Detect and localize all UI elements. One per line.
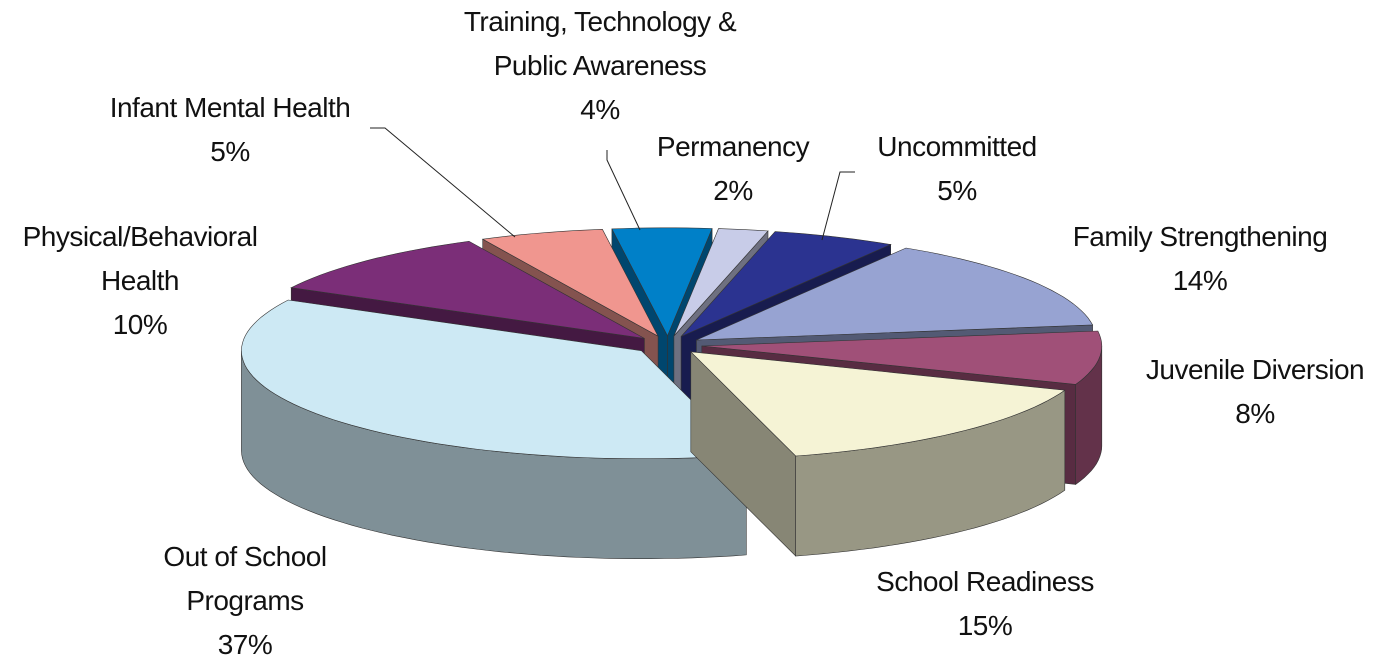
value-label: 37%	[217, 629, 273, 655]
slice-label: School Readiness 15%	[835, 560, 1135, 648]
leader-line	[370, 127, 516, 238]
slice-top	[481, 228, 659, 337]
slice-label: Infant Mental Health 5%	[65, 86, 395, 174]
slice-top	[241, 299, 747, 459]
category-label: Physical/Behavioral Health	[22, 221, 258, 296]
slice-top	[701, 330, 1103, 385]
slice-label: Family Strengthening 14%	[1035, 215, 1365, 303]
slice-label: Out of School Programs 37%	[140, 535, 350, 655]
leader-lines	[370, 127, 855, 241]
category-label: Permanency	[656, 131, 810, 162]
slice-top	[673, 228, 769, 337]
value-label: 8%	[1235, 398, 1275, 429]
value-label: 5%	[210, 136, 250, 167]
slice-top	[680, 231, 892, 337]
slice-label: Uncommitted 5%	[837, 125, 1077, 213]
value-label: 5%	[937, 175, 977, 206]
slice-top	[611, 227, 713, 337]
slice-label: Training, Technology & Public Awareness 4…	[430, 0, 770, 132]
category-label: Out of School Programs	[163, 541, 327, 616]
category-label: Infant Mental Health	[109, 92, 351, 123]
value-label: 14%	[1172, 265, 1228, 296]
slice-label: Physical/Behavioral Health 10%	[0, 215, 285, 347]
slice-label: Juvenile Diversion 8%	[1105, 348, 1392, 436]
pie-slice	[241, 299, 747, 559]
value-label: 15%	[957, 610, 1013, 641]
slice-label: Permanency 2%	[623, 125, 843, 213]
value-label: 4%	[580, 94, 620, 125]
leader-line	[821, 171, 855, 241]
leader-line	[606, 150, 641, 231]
value-label: 2%	[713, 175, 753, 206]
category-label: Uncommitted	[877, 131, 1037, 162]
category-label: Training, Technology & Public Awareness	[463, 6, 737, 81]
slice-top	[290, 240, 645, 339]
pie-slice	[689, 351, 1066, 557]
category-label: School Readiness	[876, 566, 1094, 597]
slice-top	[689, 351, 1066, 457]
category-label: Juvenile Diversion	[1145, 354, 1365, 385]
slices	[241, 227, 1103, 559]
value-label: 10%	[112, 309, 168, 340]
slice-top	[696, 247, 1094, 341]
category-label: Family Strengthening	[1072, 221, 1328, 252]
